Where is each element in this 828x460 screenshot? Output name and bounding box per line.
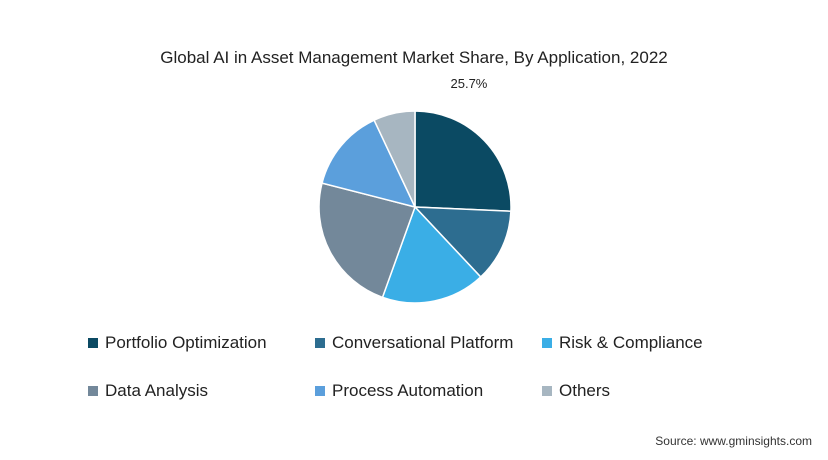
legend-swatch bbox=[542, 338, 552, 348]
legend-swatch bbox=[315, 338, 325, 348]
chart-title: Global AI in Asset Management Market Sha… bbox=[160, 48, 668, 67]
pie-slice-conversational-platform bbox=[413, 206, 512, 279]
legend-swatch bbox=[88, 338, 98, 348]
legend-item-portfolio-optimization: Portfolio Optimization bbox=[88, 333, 267, 353]
legend-label: Data Analysis bbox=[105, 381, 208, 400]
pie-slice-process-automation bbox=[321, 119, 417, 209]
legend-label: Others bbox=[559, 381, 611, 400]
legend-label: Conversational Platform bbox=[332, 333, 514, 352]
legend-label: Portfolio Optimization bbox=[105, 333, 267, 352]
legend-item-conversational-platform: Conversational Platform bbox=[315, 333, 513, 353]
legend-item-data-analysis: Data Analysis bbox=[88, 381, 208, 401]
legend-item-process-automation: Process Automation bbox=[315, 381, 483, 401]
legend-item-risk-compliance: Risk & Compliance bbox=[542, 333, 703, 353]
source-note: Source: www.gminsights.com bbox=[655, 434, 812, 448]
legend-item-others: Others bbox=[542, 381, 610, 401]
legend-swatch bbox=[315, 386, 325, 396]
legend-swatch bbox=[542, 386, 552, 396]
pie-slice-portfolio-optimization bbox=[414, 110, 512, 213]
pie-slice-others bbox=[373, 110, 416, 208]
legend-label: Risk & Compliance bbox=[559, 333, 703, 352]
slice-data-label: 25.7% bbox=[451, 76, 488, 91]
pie-slice-data-analysis bbox=[318, 182, 416, 299]
legend-swatch bbox=[88, 386, 98, 396]
legend-label: Process Automation bbox=[332, 381, 484, 400]
